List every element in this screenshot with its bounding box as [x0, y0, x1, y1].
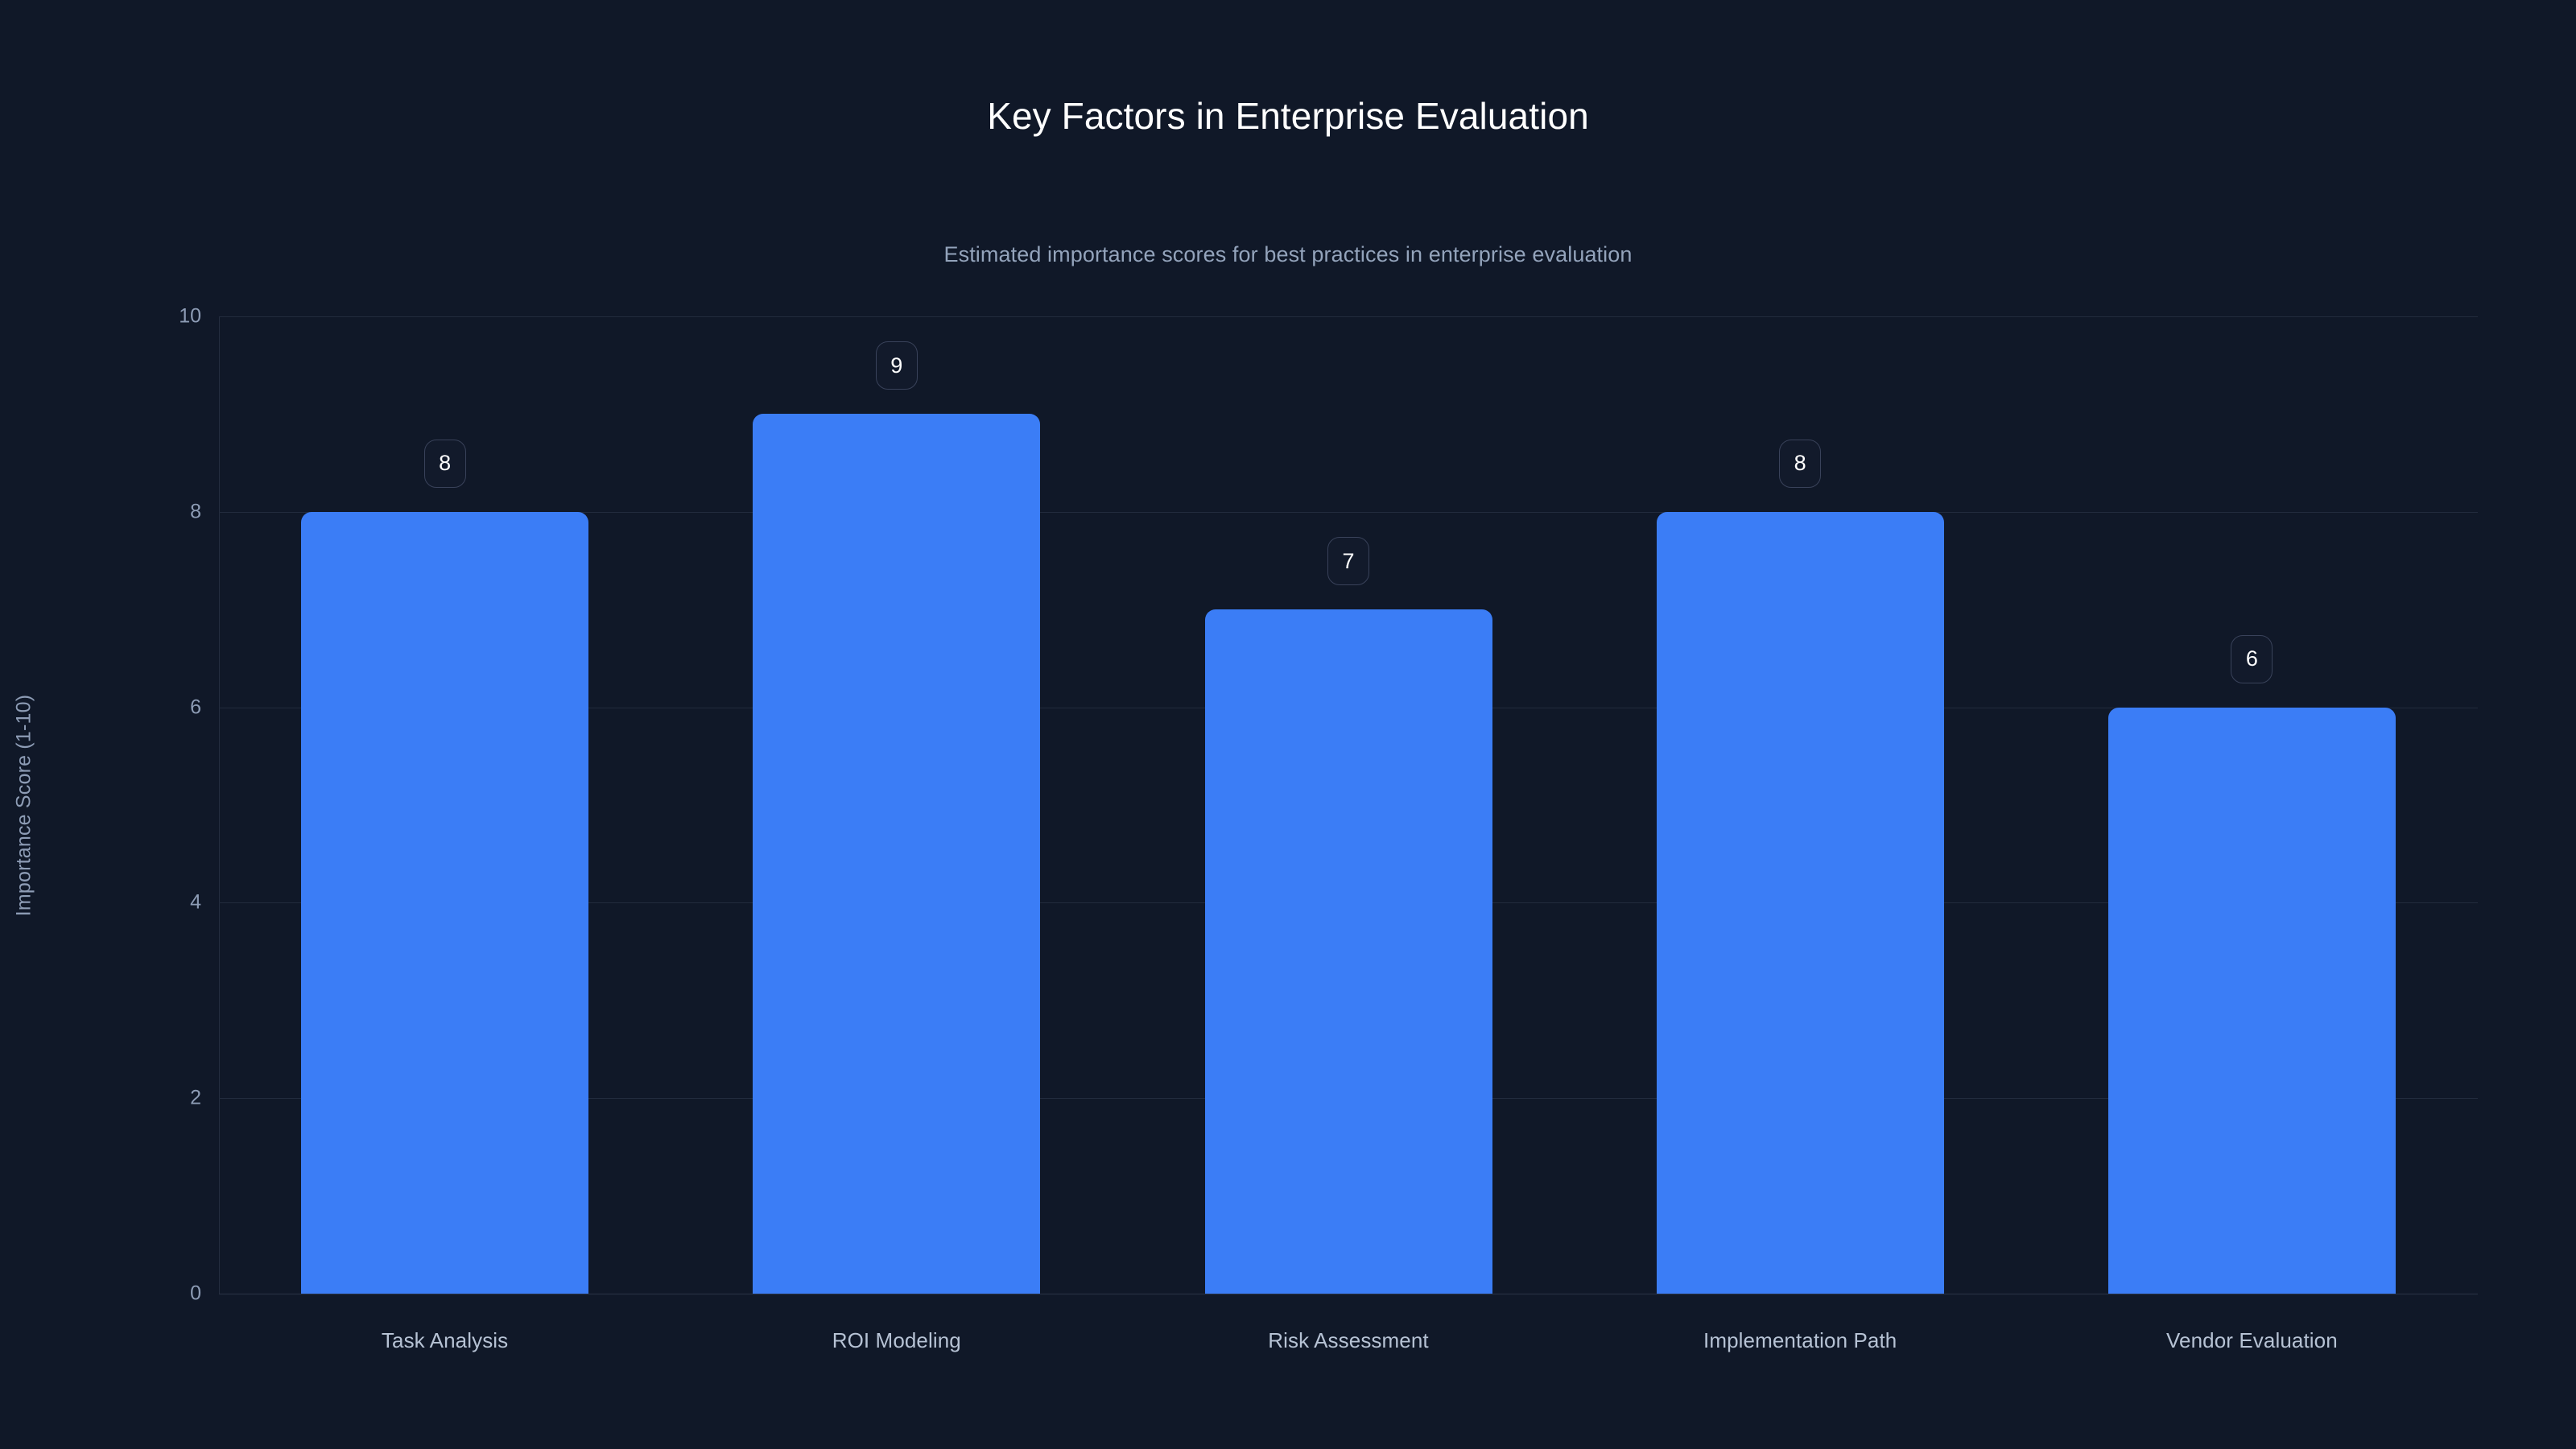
bar[interactable] [1204, 609, 1492, 1294]
x-axis-category-label: Task Analysis [381, 1328, 509, 1352]
y-axis-tick-label: 10 [179, 304, 201, 328]
y-axis-tick-label: 8 [190, 500, 201, 523]
bar-value-badge: 8 [1779, 439, 1822, 488]
x-axis-category-label: Risk Assessment [1268, 1328, 1429, 1352]
y-axis-tick-label: 0 [190, 1282, 201, 1305]
y-axis-tick-label: 4 [190, 890, 201, 914]
bar[interactable] [753, 414, 1041, 1294]
y-axis-line [219, 316, 220, 1294]
bar-slot[interactable] [1204, 316, 1492, 1294]
y-axis-label: Importance Score (1-10) [0, 316, 48, 1294]
plot-area [219, 316, 2478, 1294]
chart-subtitle: Estimated importance scores for best pra… [943, 242, 1633, 266]
gridline [219, 511, 2478, 513]
bar-value-badge: 7 [1327, 537, 1369, 586]
bar[interactable] [2107, 707, 2396, 1294]
x-axis-category-label: ROI Modeling [832, 1328, 961, 1352]
bar-value-badge: 9 [875, 341, 918, 390]
bar-value-badge: 8 [423, 439, 466, 488]
bar-slot[interactable] [2107, 316, 2396, 1294]
bar-slot[interactable] [753, 316, 1041, 1294]
bar-value-badge: 6 [2231, 634, 2273, 683]
bar-slot[interactable] [1656, 316, 1944, 1294]
chart-title: Key Factors in Enterprise Evaluation [987, 95, 1589, 137]
y-axis-label-text: Importance Score (1-10) [12, 694, 35, 916]
bar[interactable] [301, 511, 589, 1294]
y-axis-tick-label: 6 [190, 696, 201, 719]
x-axis-category-label: Implementation Path [1703, 1328, 1897, 1352]
gridline [219, 316, 2478, 317]
bar[interactable] [1656, 511, 1944, 1294]
x-axis-category-label: Vendor Evaluation [2166, 1328, 2338, 1352]
y-axis-tick-label: 2 [190, 1086, 201, 1109]
bar-slot[interactable] [301, 316, 589, 1294]
